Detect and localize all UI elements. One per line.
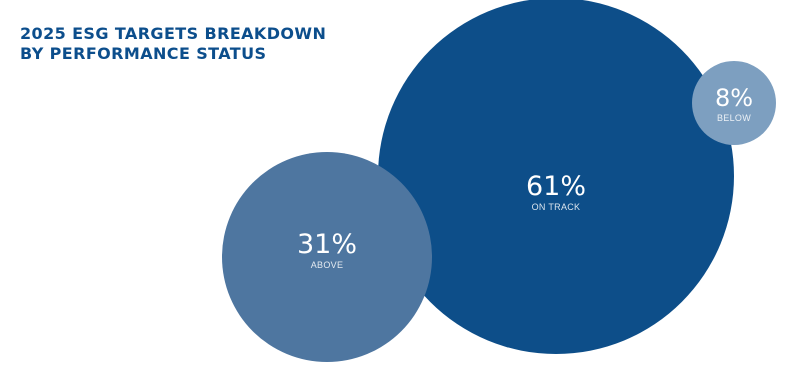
chart-title-line-2: BY PERFORMANCE STATUS xyxy=(20,44,267,63)
bubble-below: 8% BELOW xyxy=(692,61,776,145)
chart-title: 2025 ESG TARGETS BREAKDOWN BY PERFORMANC… xyxy=(20,24,326,64)
bubble-on-track-label: ON TRACK xyxy=(532,202,581,212)
bubble-below-label: BELOW xyxy=(717,113,751,123)
bubble-above: 31% ABOVE xyxy=(222,152,432,362)
bubble-on-track: 61% ON TRACK xyxy=(378,0,734,354)
bubble-on-track-circle xyxy=(378,0,734,354)
bubble-above-value: 31% xyxy=(297,229,357,260)
bubble-below-circle xyxy=(692,61,776,145)
bubble-above-circle xyxy=(222,152,432,362)
bubble-below-value: 8% xyxy=(715,84,753,112)
bubble-on-track-value: 61% xyxy=(526,171,586,202)
chart-title-line-1: 2025 ESG TARGETS BREAKDOWN xyxy=(20,24,327,43)
bubble-above-label: ABOVE xyxy=(311,260,344,270)
